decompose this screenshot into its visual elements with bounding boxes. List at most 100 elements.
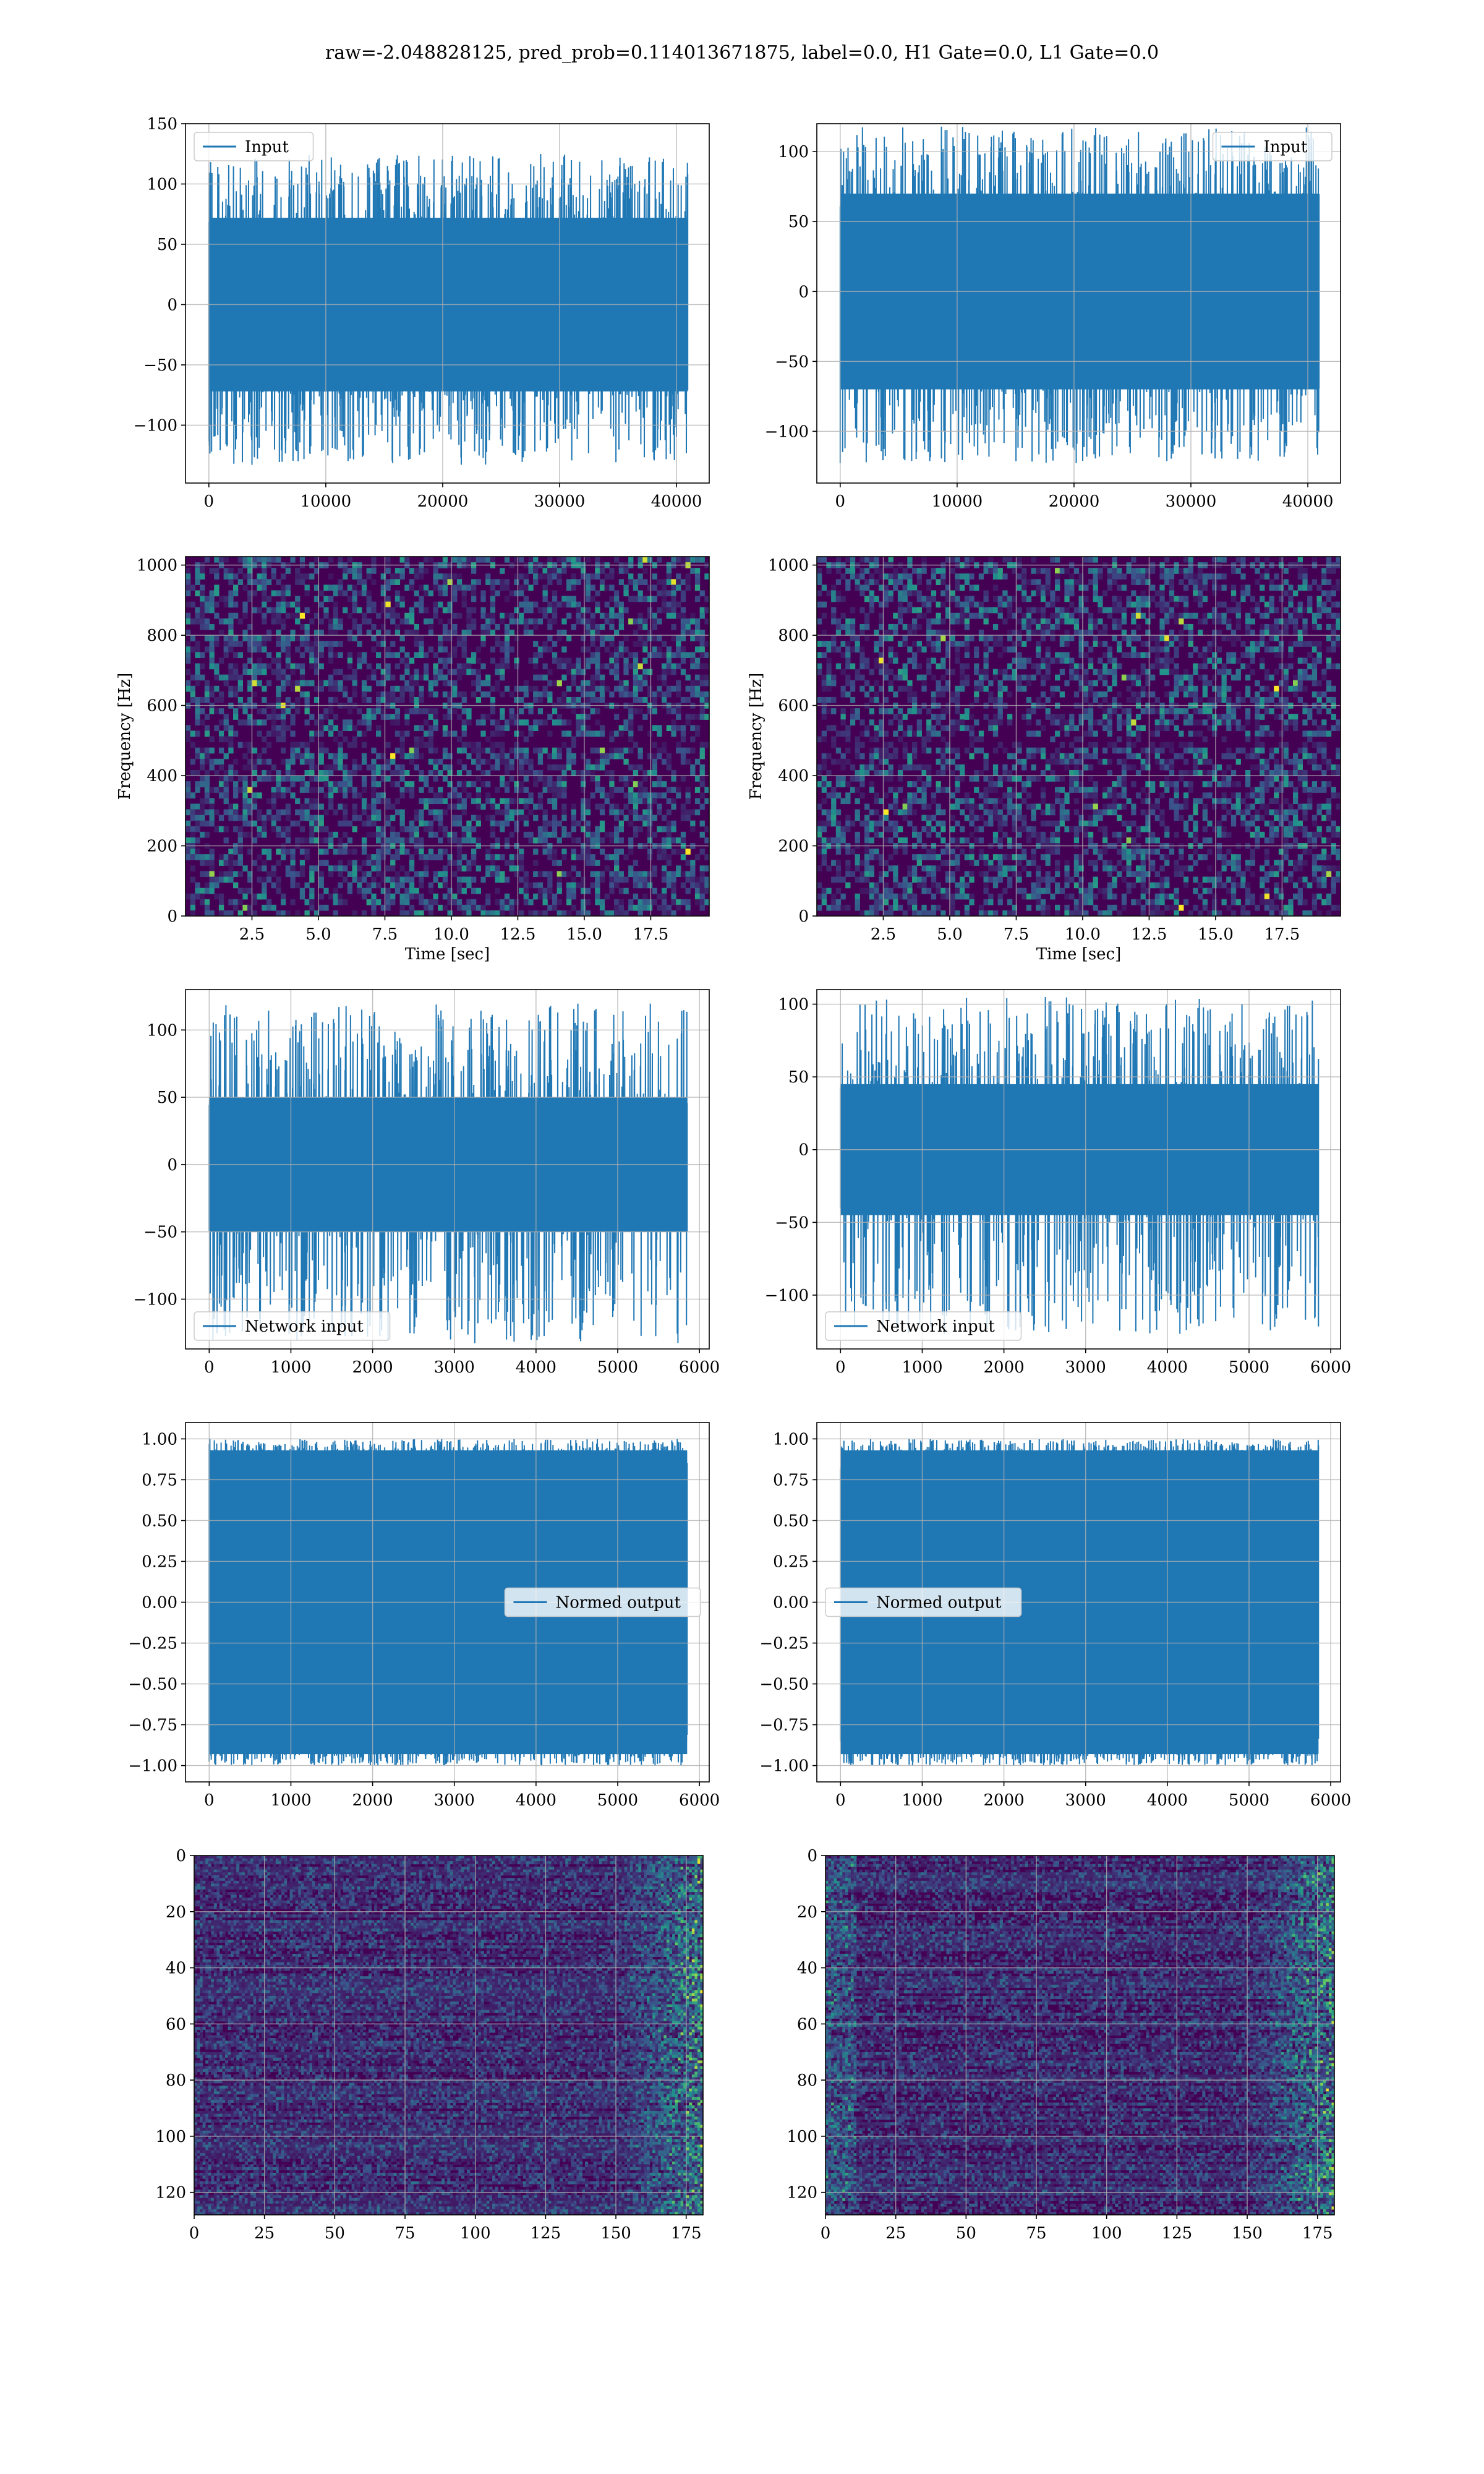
spectrogram-left-cell [576, 601, 581, 608]
spectrogram-left-cell [304, 849, 310, 855]
spectrogram-left-cell [590, 584, 595, 591]
spectrogram-left-cell [447, 691, 453, 698]
spectrogram-left-cell [366, 719, 372, 726]
spectrogram-right-cell [978, 669, 984, 675]
spectrogram-right-cell [869, 590, 874, 597]
spectrogram-left-cell [456, 820, 463, 827]
spectrogram-right-cell [855, 809, 860, 816]
spectrogram-left-cell [581, 815, 586, 821]
spectrogram-left-cell [414, 635, 419, 641]
spectrogram-left-cell [295, 798, 301, 805]
spectrogram-left-cell [604, 601, 610, 608]
spectrogram-right-cell [931, 865, 937, 871]
spectrogram-left-cell [299, 573, 305, 580]
spectrogram-left-cell [666, 612, 672, 619]
spectrogram-left-cell [500, 663, 505, 670]
spectrogram-right-cell [945, 787, 951, 793]
spectrogram-left-cell [271, 669, 276, 675]
spectrogram-left-cell [628, 557, 634, 563]
spectrogram-left-cell [218, 910, 224, 916]
spectrogram-left-cell [581, 888, 586, 894]
spectrogram-left-cell [328, 573, 334, 580]
spectrogram-left-cell [376, 652, 382, 659]
spectrogram-left-cell [585, 557, 591, 563]
spectrogram-right-cell [940, 753, 946, 760]
spectrogram-right-cell [859, 764, 865, 771]
spectrogram-left-cell [595, 764, 600, 771]
spectrogram-left-cell [623, 776, 629, 782]
spectrogram-right-cell [855, 753, 860, 760]
spectrogram-left-cell [190, 803, 195, 810]
spectrogram-right-cell [864, 910, 870, 916]
spectrogram-left-cell [209, 685, 215, 692]
spectrogram-left-cell [323, 747, 329, 754]
spectrogram-left-cell [633, 904, 639, 911]
spectrogram-left-cell [552, 652, 558, 659]
spectrogram-left-cell [281, 601, 286, 608]
spectrogram-right-cell [931, 618, 937, 625]
spectrogram-left-cell [409, 888, 415, 894]
spectrogram-left-cell [371, 635, 377, 641]
spectrogram-left-cell [581, 708, 586, 714]
spectrogram-right-cell [974, 736, 979, 743]
spectrogram-right-cell [969, 798, 974, 805]
spectrogram-left-cell [309, 769, 315, 776]
spectrogram-left-cell [262, 888, 267, 894]
spectrogram-right-cell [974, 680, 979, 687]
spectrogram-right-cell [988, 815, 994, 821]
spectrogram-left-cell [424, 663, 429, 670]
spectrogram-right-cell [926, 736, 932, 743]
spectrogram-left-cell [276, 876, 281, 883]
spectrogram-right-cell [997, 876, 1003, 883]
spectrogram-left-cell [361, 888, 367, 894]
spectrogram-left-cell [547, 820, 553, 827]
spectrogram-left-cell [475, 764, 481, 771]
spectrogram-right-cell [988, 557, 994, 563]
spectrogram-right-cell [883, 758, 889, 765]
spectrogram-left-cell [366, 568, 372, 574]
spectrogram-right-cell [955, 685, 960, 692]
spectrogram-left-cell [461, 865, 467, 871]
spectrogram-left-cell [304, 680, 310, 687]
spectrogram-left-cell [299, 826, 305, 833]
spectrogram-left-cell [190, 769, 195, 776]
spectrogram-right-cell [916, 725, 922, 732]
spectrogram-left-cell [328, 792, 334, 798]
spectrogram-left-cell [428, 854, 433, 860]
spectrogram-left-cell [442, 590, 448, 597]
spectrogram-left-cell [394, 730, 401, 737]
spectrogram-left-cell [566, 596, 572, 602]
spectrogram-right-cell [955, 612, 960, 619]
spectrogram-right-cell [936, 630, 941, 636]
spectrogram-left-cell [347, 888, 353, 894]
spectrogram-left-cell [566, 871, 572, 878]
spectrogram-left-cell [295, 646, 301, 653]
spectrogram-left-cell [547, 579, 553, 585]
spectrogram-left-cell [328, 831, 334, 838]
spectrogram-left-cell [642, 893, 648, 900]
spectrogram-right-cell [1017, 607, 1022, 614]
spectrogram-right-cell [1021, 865, 1027, 871]
spectrogram-left-cell [480, 630, 486, 636]
spectrogram-left-cell [475, 837, 481, 844]
spectrogram-left-cell [685, 910, 691, 916]
spectrogram-left-cell [657, 730, 662, 737]
spectrogram-right-cell [940, 826, 946, 833]
spectrogram-left-cell [576, 882, 581, 889]
spectrogram-left-cell [461, 742, 467, 748]
spectrogram-left-cell [376, 612, 382, 619]
spectrogram-left-cell [223, 719, 229, 726]
spectrogram-left-cell [461, 601, 467, 608]
spectrogram-left-cell [228, 849, 234, 855]
spectrogram-right-cell [840, 730, 846, 737]
spectrogram-left-cell [676, 899, 681, 905]
spectrogram-left-cell [495, 803, 500, 810]
spectrogram-left-cell [228, 635, 234, 641]
spectrogram-left-cell [504, 579, 510, 585]
spectrogram-left-cell [200, 618, 205, 625]
spectrogram-left-cell [571, 601, 576, 608]
spectrogram-left-cell [590, 837, 595, 844]
spectrogram-right-cell [926, 596, 932, 602]
spectrogram-right-cell [997, 685, 1003, 692]
spectrogram-left-cell [628, 579, 634, 585]
